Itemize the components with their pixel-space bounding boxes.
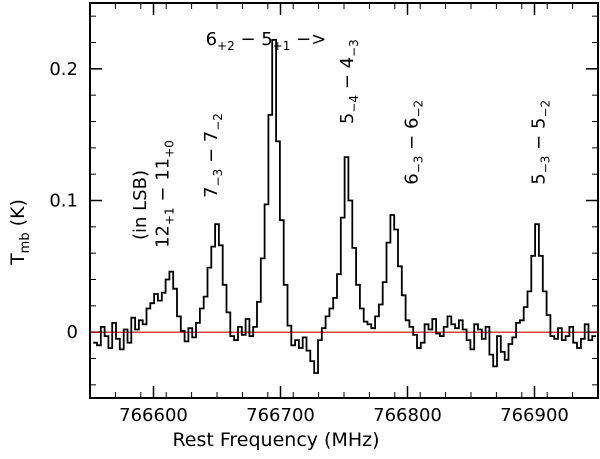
transition-label: 12+1 − 11+0 bbox=[153, 140, 177, 248]
transition-label: 6+2 − 5+1 −> bbox=[206, 29, 327, 53]
y-axis-title-unit: (K) bbox=[7, 199, 29, 232]
x-tick-labels: 766600 766700 766800 766900 bbox=[119, 405, 569, 426]
y-tick-label: 0.1 bbox=[49, 191, 78, 212]
minor-ticks bbox=[89, 3, 599, 398]
y-tick-label: 0 bbox=[67, 322, 78, 343]
x-tick-label: 766600 bbox=[119, 405, 188, 426]
y-tick-labels: 0 0.1 0.2 bbox=[49, 59, 78, 343]
transition-label: (in LSB) bbox=[130, 170, 151, 240]
x-axis-title: Rest Frequency (MHz) bbox=[172, 429, 379, 451]
transition-label: 5−4 − 4−3 bbox=[337, 39, 361, 124]
y-tick-label: 0.2 bbox=[49, 59, 78, 80]
y-axis-title-sub: mb bbox=[18, 232, 33, 253]
line-annotations: 6+2 − 5+1 −> 12+1 − 11+0(in LSB) 7−3 − 7−2… bbox=[130, 29, 553, 248]
transition-label: 6−3 − 6−2 bbox=[402, 100, 426, 185]
transition-label: 5−3 − 5−2 bbox=[529, 100, 553, 185]
series-layer bbox=[93, 39, 597, 374]
x-tick-label: 766700 bbox=[246, 405, 315, 426]
x-tick-label: 766800 bbox=[373, 405, 442, 426]
y-axis-title-main: T bbox=[7, 253, 29, 266]
spectrum-line bbox=[93, 39, 597, 374]
x-tick-label: 766900 bbox=[500, 405, 569, 426]
y-axis-title: Tmb (K) bbox=[7, 199, 33, 266]
transition-label: 7−3 − 7−2 bbox=[201, 113, 225, 198]
